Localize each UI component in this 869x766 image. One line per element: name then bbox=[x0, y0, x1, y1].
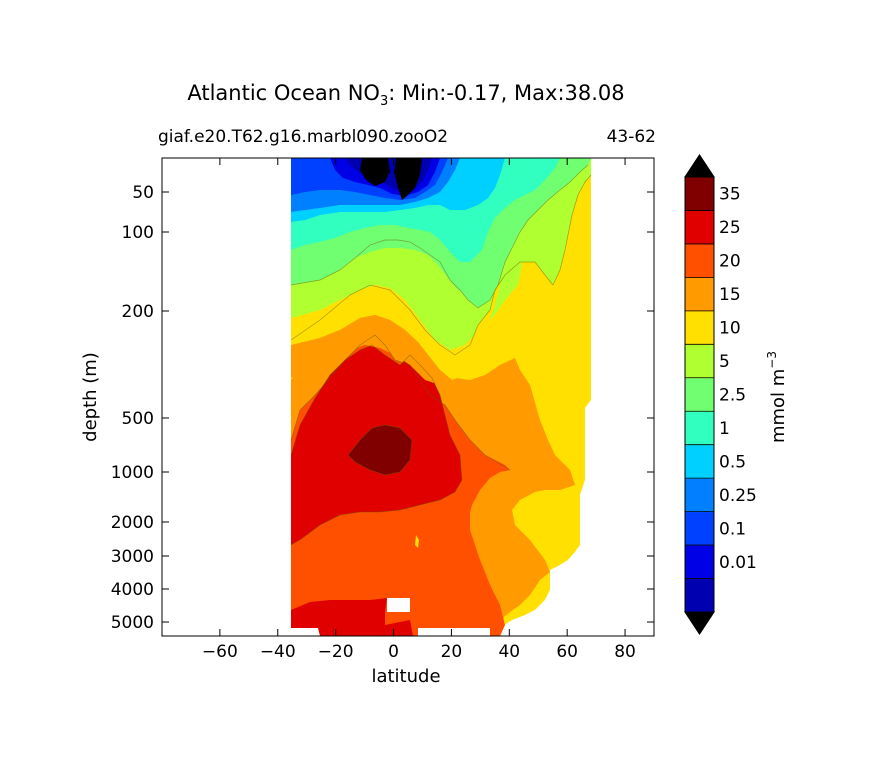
y-tick-label: 50 bbox=[132, 183, 154, 203]
x-tick-label: −20 bbox=[318, 642, 354, 662]
subtitle-right: 43-62 bbox=[607, 127, 656, 147]
colorbar-tick-label: 25 bbox=[719, 218, 741, 238]
band-35-plus bbox=[348, 425, 412, 475]
y-tick-label: 4000 bbox=[111, 580, 154, 600]
x-axis-label: latitude bbox=[371, 666, 440, 687]
y-axis: 50 100 200 500 1000 2000 3000 4000 5000 bbox=[111, 183, 654, 633]
y-tick-label: 200 bbox=[122, 302, 154, 322]
colorbar-segment bbox=[685, 478, 714, 513]
colorbar-outline bbox=[684, 154, 715, 635]
colorbar-label-main: mmol m bbox=[768, 369, 789, 443]
colorbar-segment bbox=[685, 578, 714, 613]
colorbar-tick-label: 0.01 bbox=[719, 553, 757, 573]
colorbar-tick-label: 2.5 bbox=[719, 386, 746, 406]
band-small-feature bbox=[415, 535, 419, 548]
colorbar-tick-label: 15 bbox=[719, 285, 741, 305]
y-tick-label: 100 bbox=[122, 223, 154, 243]
x-tick-label: −40 bbox=[260, 642, 296, 662]
colorbar-tick-label: 5 bbox=[719, 352, 730, 372]
colorbar-tick-label: 0.1 bbox=[719, 519, 746, 539]
x-axis: −60 −40 −20 0 20 40 60 80 bbox=[202, 158, 636, 662]
colorbar-label: mmol m−3 bbox=[765, 351, 789, 443]
y-tick-label: 5000 bbox=[111, 613, 154, 633]
colorbar-segment bbox=[685, 444, 714, 479]
x-tick-label: 40 bbox=[498, 642, 520, 662]
chart-title: Atlantic Ocean NO3: Min:-0.17, Max:38.08 bbox=[187, 81, 624, 109]
band-2.5-5-upper bbox=[291, 195, 528, 290]
x-tick-label: −60 bbox=[202, 642, 238, 662]
mask-bottom bbox=[291, 598, 490, 636]
colorbar-segment bbox=[685, 411, 714, 446]
colorbar-segment bbox=[685, 210, 714, 245]
colorbar-extend-top bbox=[684, 154, 715, 178]
colorbar-tick-label: 20 bbox=[719, 252, 741, 272]
x-tick-label: 20 bbox=[441, 642, 463, 662]
x-tick-label: 80 bbox=[614, 642, 636, 662]
mask-right bbox=[510, 158, 654, 636]
subtitle-left: giaf.e20.T62.g16.marbl090.zooO2 bbox=[158, 127, 448, 147]
band-25-35-bottom bbox=[291, 598, 413, 636]
colorbar-tick-label: 1 bbox=[719, 419, 730, 439]
x-tick-label: 60 bbox=[556, 642, 578, 662]
colorbar-tick-label: 0.25 bbox=[719, 486, 757, 506]
colorbar-segment bbox=[685, 177, 714, 211]
colorbar-segment bbox=[685, 511, 714, 546]
colorbar-tick-label: 10 bbox=[719, 319, 741, 339]
colorbar-segment bbox=[685, 344, 714, 379]
contour-field bbox=[290, 158, 654, 636]
y-tick-label: 1000 bbox=[111, 463, 154, 483]
colorbar-segment bbox=[685, 310, 714, 345]
colorbar: 35 25 20 15 10 5 2.5 1 0.5 0.25 0.1 0.01 bbox=[684, 154, 757, 635]
colorbar-segment bbox=[685, 545, 714, 580]
band-under-range bbox=[360, 158, 422, 200]
colorbar-segment bbox=[685, 277, 714, 312]
title-subscript: 3 bbox=[380, 94, 388, 109]
title-main: Atlantic Ocean NO bbox=[187, 81, 380, 105]
title-rest: : Min:-0.17, Max:38.08 bbox=[388, 81, 624, 105]
colorbar-segment bbox=[685, 377, 714, 412]
colorbar-extend-bottom bbox=[684, 611, 715, 635]
plot-frame bbox=[161, 157, 655, 637]
colorbar-segment bbox=[685, 243, 714, 278]
y-axis-label: depth (m) bbox=[80, 352, 101, 442]
y-tick-label: 3000 bbox=[111, 547, 154, 567]
band-10-15-mid bbox=[291, 265, 530, 380]
y-tick-label: 500 bbox=[122, 409, 154, 429]
band-5-10-mid bbox=[291, 252, 522, 350]
x-tick-label: 0 bbox=[388, 642, 399, 662]
colorbar-label-sup: −3 bbox=[765, 351, 779, 369]
band-15-20-mid bbox=[291, 315, 452, 385]
y-tick-label: 2000 bbox=[111, 513, 154, 533]
colorbar-tick-label: 0.5 bbox=[719, 452, 746, 472]
colorbar-tick-label: 35 bbox=[719, 185, 741, 205]
